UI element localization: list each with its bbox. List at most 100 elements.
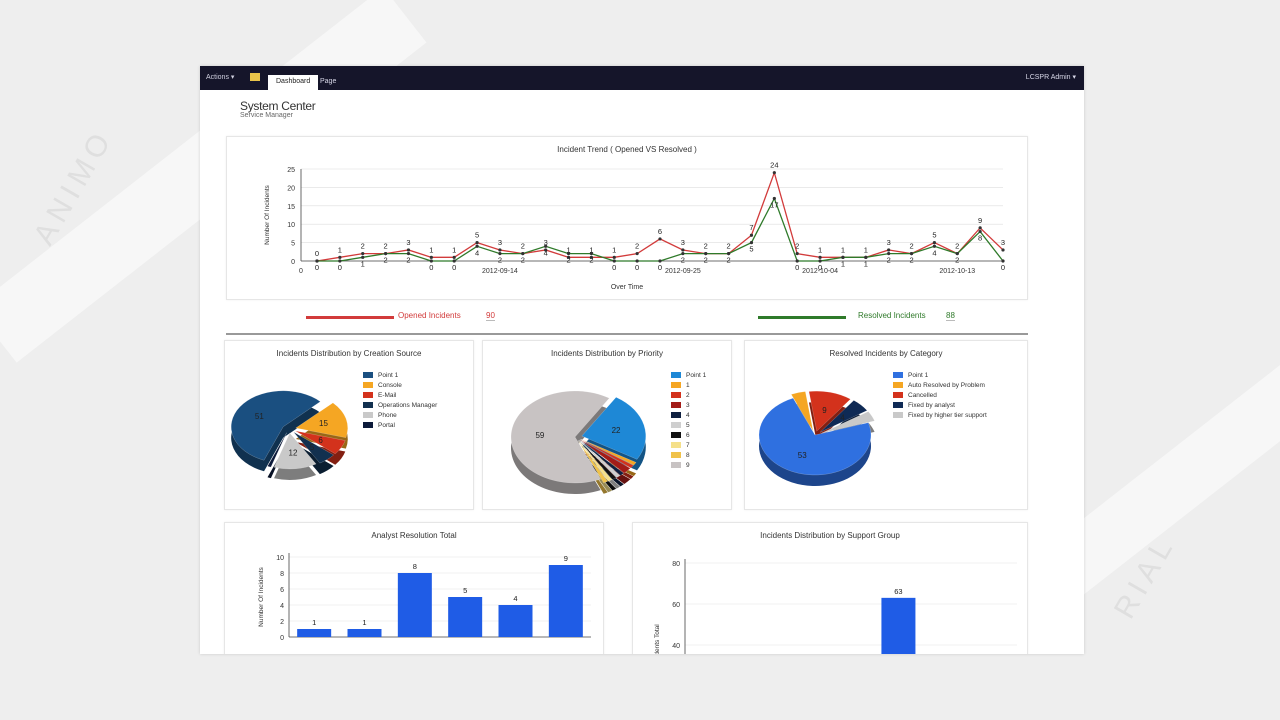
data-label: 2 [955, 242, 959, 251]
legend-label: E-Mail [378, 392, 397, 399]
y-tick-label: 8 [280, 571, 284, 578]
legend-swatch [671, 452, 681, 459]
data-label: 2 [727, 242, 731, 251]
chart-title: Incidents Distribution by Priority [550, 349, 664, 358]
bar-value-label: 1 [312, 618, 316, 627]
data-label: 2 [361, 242, 365, 251]
pie-slice-label: 6 [318, 436, 323, 445]
data-label: 3 [1001, 238, 1005, 247]
data-point [612, 259, 616, 263]
pie-slice [758, 397, 872, 476]
data-label: 3 [887, 238, 891, 247]
tab-page[interactable]: Page [320, 78, 337, 85]
data-point [932, 241, 937, 245]
pie-slice [295, 430, 346, 455]
data-label: 2 [704, 242, 708, 251]
product-logo: System Center Service Manager [240, 99, 316, 119]
user-menu[interactable]: LCSPR Admin ▾ [1025, 74, 1076, 81]
pie-slice-label: 5 [310, 443, 315, 452]
chart-title: Incidents Distribution by Creation Sourc… [276, 349, 422, 358]
pie-slice [510, 390, 610, 484]
data-label: 1 [864, 259, 868, 268]
creation-source-panel: Incidents Distribution by Creation Sourc… [224, 340, 474, 510]
pie-slice [293, 431, 335, 464]
data-point [658, 259, 662, 263]
pie-slice [295, 402, 348, 438]
resolved-category-panel: Resolved Incidents by Category 53 9 4 Poin… [744, 340, 1028, 510]
actions-menu[interactable]: Actions ▾ [206, 74, 235, 81]
data-point [589, 252, 593, 256]
resolved-legend-line [758, 316, 846, 319]
opened-legend-line [306, 316, 394, 319]
data-label: 5 [932, 231, 936, 240]
legend-label: Point 1 [686, 372, 707, 379]
legend-label: 7 [686, 442, 690, 449]
creation-source-legend: Point 1 Console E-Mail Operations Manager Ph… [363, 371, 437, 431]
data-label: 2 [589, 256, 593, 265]
data-point [749, 241, 754, 245]
pie-slice-label: 51 [255, 412, 264, 421]
data-label: 0 [658, 263, 662, 272]
data-label: 2 [384, 242, 388, 251]
legend-label: Point 1 [378, 372, 399, 379]
logo-title: System Center [240, 99, 316, 113]
folder-icon[interactable] [250, 73, 260, 81]
legend-entry: 9 [671, 461, 706, 471]
legend-entry: 3 [671, 401, 706, 411]
data-point [1001, 248, 1005, 252]
y-tick-label: 20 [287, 185, 295, 192]
data-point [704, 252, 708, 256]
legend-entry: 7 [671, 441, 706, 451]
y-tick-label: 4 [280, 603, 284, 610]
x-axis-label: Over Time [611, 284, 643, 291]
legend-swatch [671, 412, 681, 419]
data-label: 0 [818, 263, 822, 272]
y-tick-label: 0 [280, 635, 284, 642]
bar [881, 597, 916, 654]
pie-slice [819, 400, 868, 433]
legend-entry: Operations Manager [363, 401, 437, 411]
legend-swatch [671, 432, 681, 439]
pie-slice [230, 390, 321, 461]
legend-label: 3 [686, 402, 690, 409]
legend-label: 6 [686, 432, 690, 439]
chart-title: Incidents Distribution by Support Group [760, 531, 900, 540]
data-label: 24 [770, 161, 778, 170]
pie-slice [808, 390, 851, 432]
legend-swatch [893, 392, 903, 399]
data-label: 1 [361, 259, 365, 268]
bar [448, 597, 483, 637]
pie-slice [577, 440, 609, 484]
x-tick-label: 2012-09-25 [665, 268, 701, 275]
data-point [406, 252, 411, 256]
data-label: 2 [887, 256, 891, 265]
y-axis-label: Number Of Incidents [258, 566, 265, 626]
legend-swatch [363, 392, 373, 399]
bar [297, 629, 332, 637]
data-point [612, 255, 616, 259]
y-tick-label: 10 [276, 555, 284, 562]
data-label: 1 [566, 245, 570, 254]
data-label: 8 [978, 234, 982, 243]
bar-value-label: 1 [362, 618, 366, 627]
legend-swatch [363, 372, 373, 379]
data-label: 2 [909, 256, 913, 265]
pie-slice [790, 391, 814, 432]
data-point [338, 259, 342, 263]
chart-title: Analyst Resolution Total [371, 531, 457, 540]
data-point [589, 255, 593, 259]
pie-slice [578, 440, 613, 482]
tab-dashboard[interactable]: Dashboard [268, 75, 319, 90]
priority-legend: Point 1 1 2 3 4 5 6 7 8 9 [671, 371, 706, 471]
pie-slice [579, 439, 621, 478]
chart-title: Incident Trend ( Opened VS Resolved ) [557, 145, 697, 154]
legend-entry: Phone [363, 411, 437, 421]
data-label: 1 [589, 245, 593, 254]
data-label: 0 [612, 263, 616, 272]
data-label: 2 [727, 256, 731, 265]
opened-incidents-label: Opened Incidents [398, 311, 461, 320]
data-label: 2 [795, 242, 799, 251]
data-point [909, 252, 914, 256]
bar-value-label: 4 [513, 594, 517, 603]
